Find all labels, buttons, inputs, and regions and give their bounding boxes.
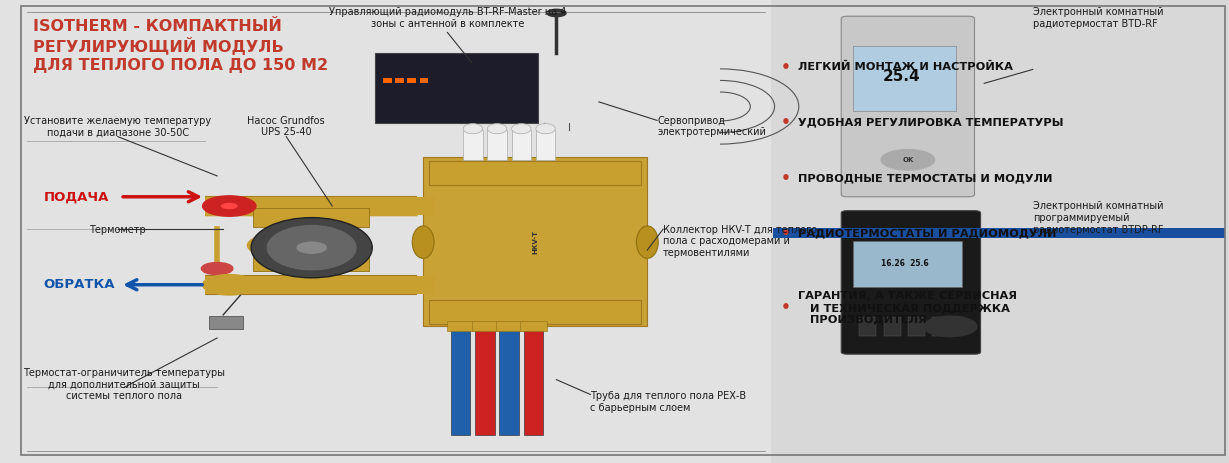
- Bar: [884, 317, 901, 336]
- Bar: [209, 316, 242, 329]
- Bar: [495, 321, 522, 331]
- Bar: [565, 185, 579, 300]
- Text: Установите желаемую температуру
подачи в диапазоне 30-50С: Установите желаемую температуру подачи в…: [25, 116, 211, 138]
- Bar: [499, 324, 519, 435]
- Text: УДОБНАЯ РЕГУЛИРОВКА ТЕМПЕРАТУРЫ: УДОБНАЯ РЕГУЛИРОВКА ТЕМПЕРАТУРЫ: [798, 118, 1063, 128]
- Circle shape: [297, 242, 326, 253]
- Bar: [451, 324, 471, 435]
- Bar: [396, 78, 404, 83]
- Text: ПОДАЧА: ПОДАЧА: [44, 190, 109, 203]
- Text: •: •: [780, 300, 790, 315]
- Bar: [429, 300, 642, 324]
- Bar: [476, 324, 494, 435]
- Bar: [17, 0, 771, 463]
- Text: Термостат-ограничитель температуры
для дополнительной защиты
системы теплого пол: Термостат-ограничитель температуры для д…: [23, 368, 225, 401]
- Bar: [932, 317, 949, 336]
- Text: OK: OK: [902, 157, 913, 163]
- Bar: [444, 185, 458, 300]
- Bar: [524, 324, 543, 435]
- Ellipse shape: [267, 225, 358, 271]
- Ellipse shape: [412, 226, 434, 258]
- Bar: [908, 317, 925, 336]
- Text: 25.4: 25.4: [882, 69, 921, 84]
- Ellipse shape: [511, 124, 531, 134]
- Circle shape: [547, 9, 567, 17]
- Bar: [463, 130, 483, 160]
- Text: •: •: [780, 60, 790, 75]
- Text: ЛЕГКИЙ МОНТАЖ И НАСТРОЙКА: ЛЕГКИЙ МОНТАЖ И НАСТРОЙКА: [798, 62, 1013, 72]
- Text: •: •: [780, 226, 790, 241]
- Bar: [429, 161, 642, 185]
- Text: ПРОВОДНЫЕ ТЕРМОСТАТЫ И МОДУЛИ: ПРОВОДНЫЕ ТЕРМОСТАТЫ И МОДУЛИ: [798, 173, 1052, 183]
- Text: ISOTHERM - КОМПАКТНЫЙ
РЕГУЛИРУЮЩИЙ МОДУЛЬ
ДЛЯ ТЕПЛОГО ПОЛА ДО 150 М2: ISOTHERM - КОМПАКТНЫЙ РЕГУЛИРУЮЩИЙ МОДУЛ…: [33, 19, 328, 73]
- FancyBboxPatch shape: [841, 16, 975, 197]
- Bar: [468, 185, 483, 300]
- Circle shape: [202, 263, 232, 275]
- Text: Термометр: Термометр: [90, 225, 146, 235]
- FancyBboxPatch shape: [841, 211, 981, 354]
- Text: Управляющий радиомодуль BT-RF-Master на 4
зоны с антенной в комплекте: Управляющий радиомодуль BT-RF-Master на …: [328, 7, 567, 29]
- Bar: [407, 78, 415, 83]
- Circle shape: [247, 234, 308, 257]
- Text: 16.26  25.6: 16.26 25.6: [881, 259, 929, 269]
- Ellipse shape: [488, 124, 506, 134]
- Text: РАДИОТЕРМОСТАТЫ И РАДИОМОДУЛИ: РАДИОТЕРМОСТАТЫ И РАДИОМОДУЛИ: [798, 229, 1056, 239]
- Bar: [253, 252, 369, 271]
- Circle shape: [203, 275, 256, 295]
- Ellipse shape: [536, 124, 556, 134]
- Ellipse shape: [637, 226, 659, 258]
- Text: ГАРАНТИЯ, А ТАКЖЕ СЕРВИСНАЯ
   И ТЕХНИЧЕСКАЯ ПОДДЕРЖКА
   ПРОИЗВОДИТЕЛЯ: ГАРАНТИЯ, А ТАКЖЕ СЕРВИСНАЯ И ТЕХНИЧЕСКА…: [798, 291, 1016, 325]
- Bar: [447, 321, 474, 331]
- Bar: [584, 185, 599, 300]
- Text: Насос Grundfos
UPS 25-40: Насос Grundfos UPS 25-40: [247, 116, 324, 138]
- Bar: [536, 130, 556, 160]
- Ellipse shape: [463, 124, 483, 134]
- Bar: [516, 185, 531, 300]
- Bar: [511, 130, 531, 160]
- Circle shape: [881, 150, 934, 170]
- Text: Электронный комнатный
программируемый
радиотермостат BTDP-RF: Электронный комнатный программируемый ра…: [1032, 201, 1163, 235]
- Text: Электронный комнатный
радиотермостат BTD-RF: Электронный комнатный радиотермостат BTD…: [1032, 7, 1163, 29]
- Bar: [541, 185, 556, 300]
- Text: •: •: [780, 115, 790, 130]
- Bar: [771, 0, 1229, 463]
- Circle shape: [924, 316, 977, 337]
- Text: •: •: [780, 171, 790, 186]
- Text: НКV-Т: НКV-Т: [533, 230, 538, 254]
- Bar: [472, 321, 498, 331]
- Text: Сервопривод
электротермический: Сервопривод электротермический: [658, 116, 766, 138]
- Bar: [383, 78, 392, 83]
- Ellipse shape: [251, 218, 372, 278]
- Bar: [419, 78, 428, 83]
- Bar: [488, 130, 506, 160]
- Text: Коллектор НКV-Т для теплого
пола с расходомерами и
термовентилями: Коллектор НКV-Т для теплого пола с расхо…: [664, 225, 817, 258]
- Bar: [423, 157, 648, 326]
- Bar: [253, 208, 369, 227]
- Bar: [520, 321, 547, 331]
- Bar: [853, 46, 956, 111]
- Circle shape: [203, 196, 256, 216]
- Bar: [773, 228, 1225, 238]
- Text: Труба для теплого пола РЕХ-В
с барьерным слоем: Труба для теплого пола РЕХ-В с барьерным…: [590, 391, 746, 413]
- Bar: [853, 241, 962, 287]
- Text: ОБРАТКА: ОБРАТКА: [44, 278, 116, 291]
- Bar: [859, 317, 876, 336]
- Ellipse shape: [221, 203, 237, 209]
- Bar: [375, 53, 538, 123]
- Bar: [608, 185, 623, 300]
- Bar: [493, 185, 506, 300]
